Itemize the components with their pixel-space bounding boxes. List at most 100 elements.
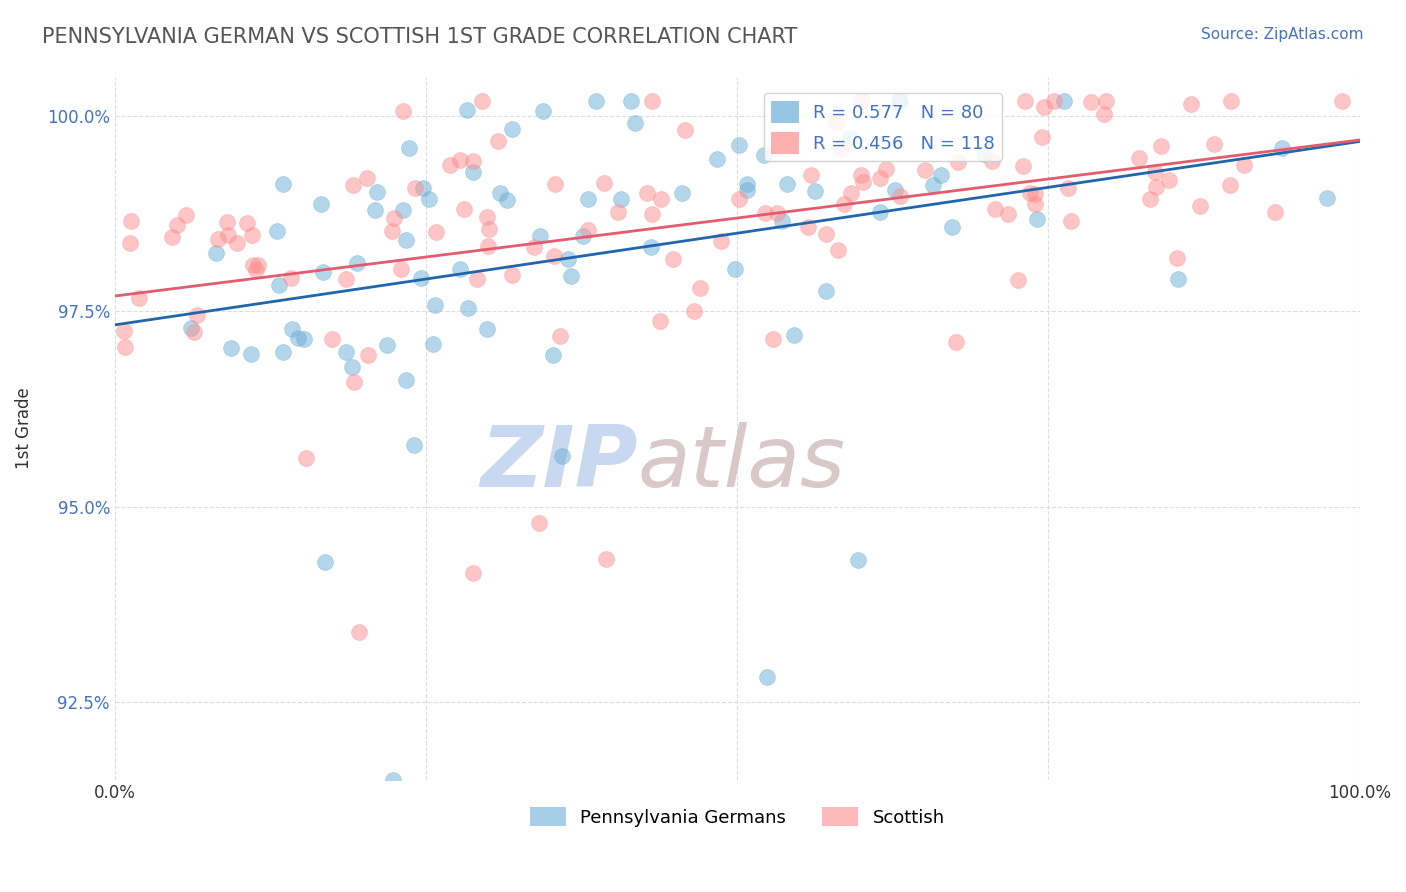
Point [271,177,294,191]
Point [457,301,479,315]
Point [395,233,418,247]
Point [461,566,484,580]
Point [1331,94,1354,108]
Point [849,168,872,182]
Point [340,360,363,375]
Point [292,332,315,346]
Point [593,177,616,191]
Legend: Pennsylvania Germans, Scottish: Pennsylvania Germans, Scottish [522,800,952,834]
Point [271,344,294,359]
Point [425,225,447,239]
Point [495,193,517,207]
Point [1166,251,1188,265]
Point [572,229,595,244]
Point [800,169,823,183]
Point [356,171,378,186]
Point [240,347,263,361]
Point [477,239,499,253]
Point [391,202,413,217]
Point [1092,107,1115,121]
Point [489,186,512,201]
Point [120,214,142,228]
Point [551,449,574,463]
Point [422,337,444,351]
Point [1031,129,1053,144]
Point [349,624,371,639]
Point [1144,180,1167,194]
Point [1033,100,1056,114]
Point [342,178,364,192]
Point [529,228,551,243]
Point [162,230,184,244]
Point [1157,172,1180,186]
Point [439,158,461,172]
Point [392,103,415,118]
Point [449,153,471,167]
Point [335,272,357,286]
Point [1019,186,1042,200]
Point [280,270,302,285]
Point [803,185,825,199]
Point [762,333,785,347]
Point [797,219,820,234]
Point [548,329,571,343]
Point [456,103,478,117]
Point [112,324,135,338]
Point [1315,191,1337,205]
Point [381,772,404,787]
Point [544,177,567,191]
Point [1233,158,1256,172]
Point [620,94,643,108]
Point [471,94,494,108]
Point [409,270,432,285]
Point [889,189,911,203]
Point [846,553,869,567]
Point [689,281,711,295]
Point [755,670,778,684]
Point [636,186,658,200]
Point [839,131,862,145]
Point [783,327,806,342]
Point [357,348,380,362]
Point [475,321,498,335]
Point [945,335,967,350]
Point [1167,271,1189,285]
Point [398,140,420,154]
Point [309,197,332,211]
Point [219,341,242,355]
Point [1007,273,1029,287]
Point [671,186,693,200]
Point [541,348,564,362]
Point [1271,141,1294,155]
Point [576,223,599,237]
Point [343,375,366,389]
Point [735,177,758,191]
Point [650,193,672,207]
Point [281,322,304,336]
Point [215,215,238,229]
Point [543,249,565,263]
Point [217,227,239,242]
Point [929,168,952,182]
Point [1024,187,1046,202]
Point [1024,196,1046,211]
Point [501,121,523,136]
Point [366,185,388,199]
Point [727,192,749,206]
Point [648,314,671,328]
Point [166,218,188,232]
Point [624,115,647,129]
Text: atlas: atlas [637,422,845,505]
Point [204,246,226,260]
Point [1202,137,1225,152]
Point [922,178,945,193]
Point [180,321,202,335]
Point [1219,178,1241,192]
Point [527,516,550,530]
Point [1056,181,1078,195]
Point [889,94,911,108]
Point [486,134,509,148]
Point [1014,94,1036,108]
Point [1052,94,1074,108]
Point [941,220,963,235]
